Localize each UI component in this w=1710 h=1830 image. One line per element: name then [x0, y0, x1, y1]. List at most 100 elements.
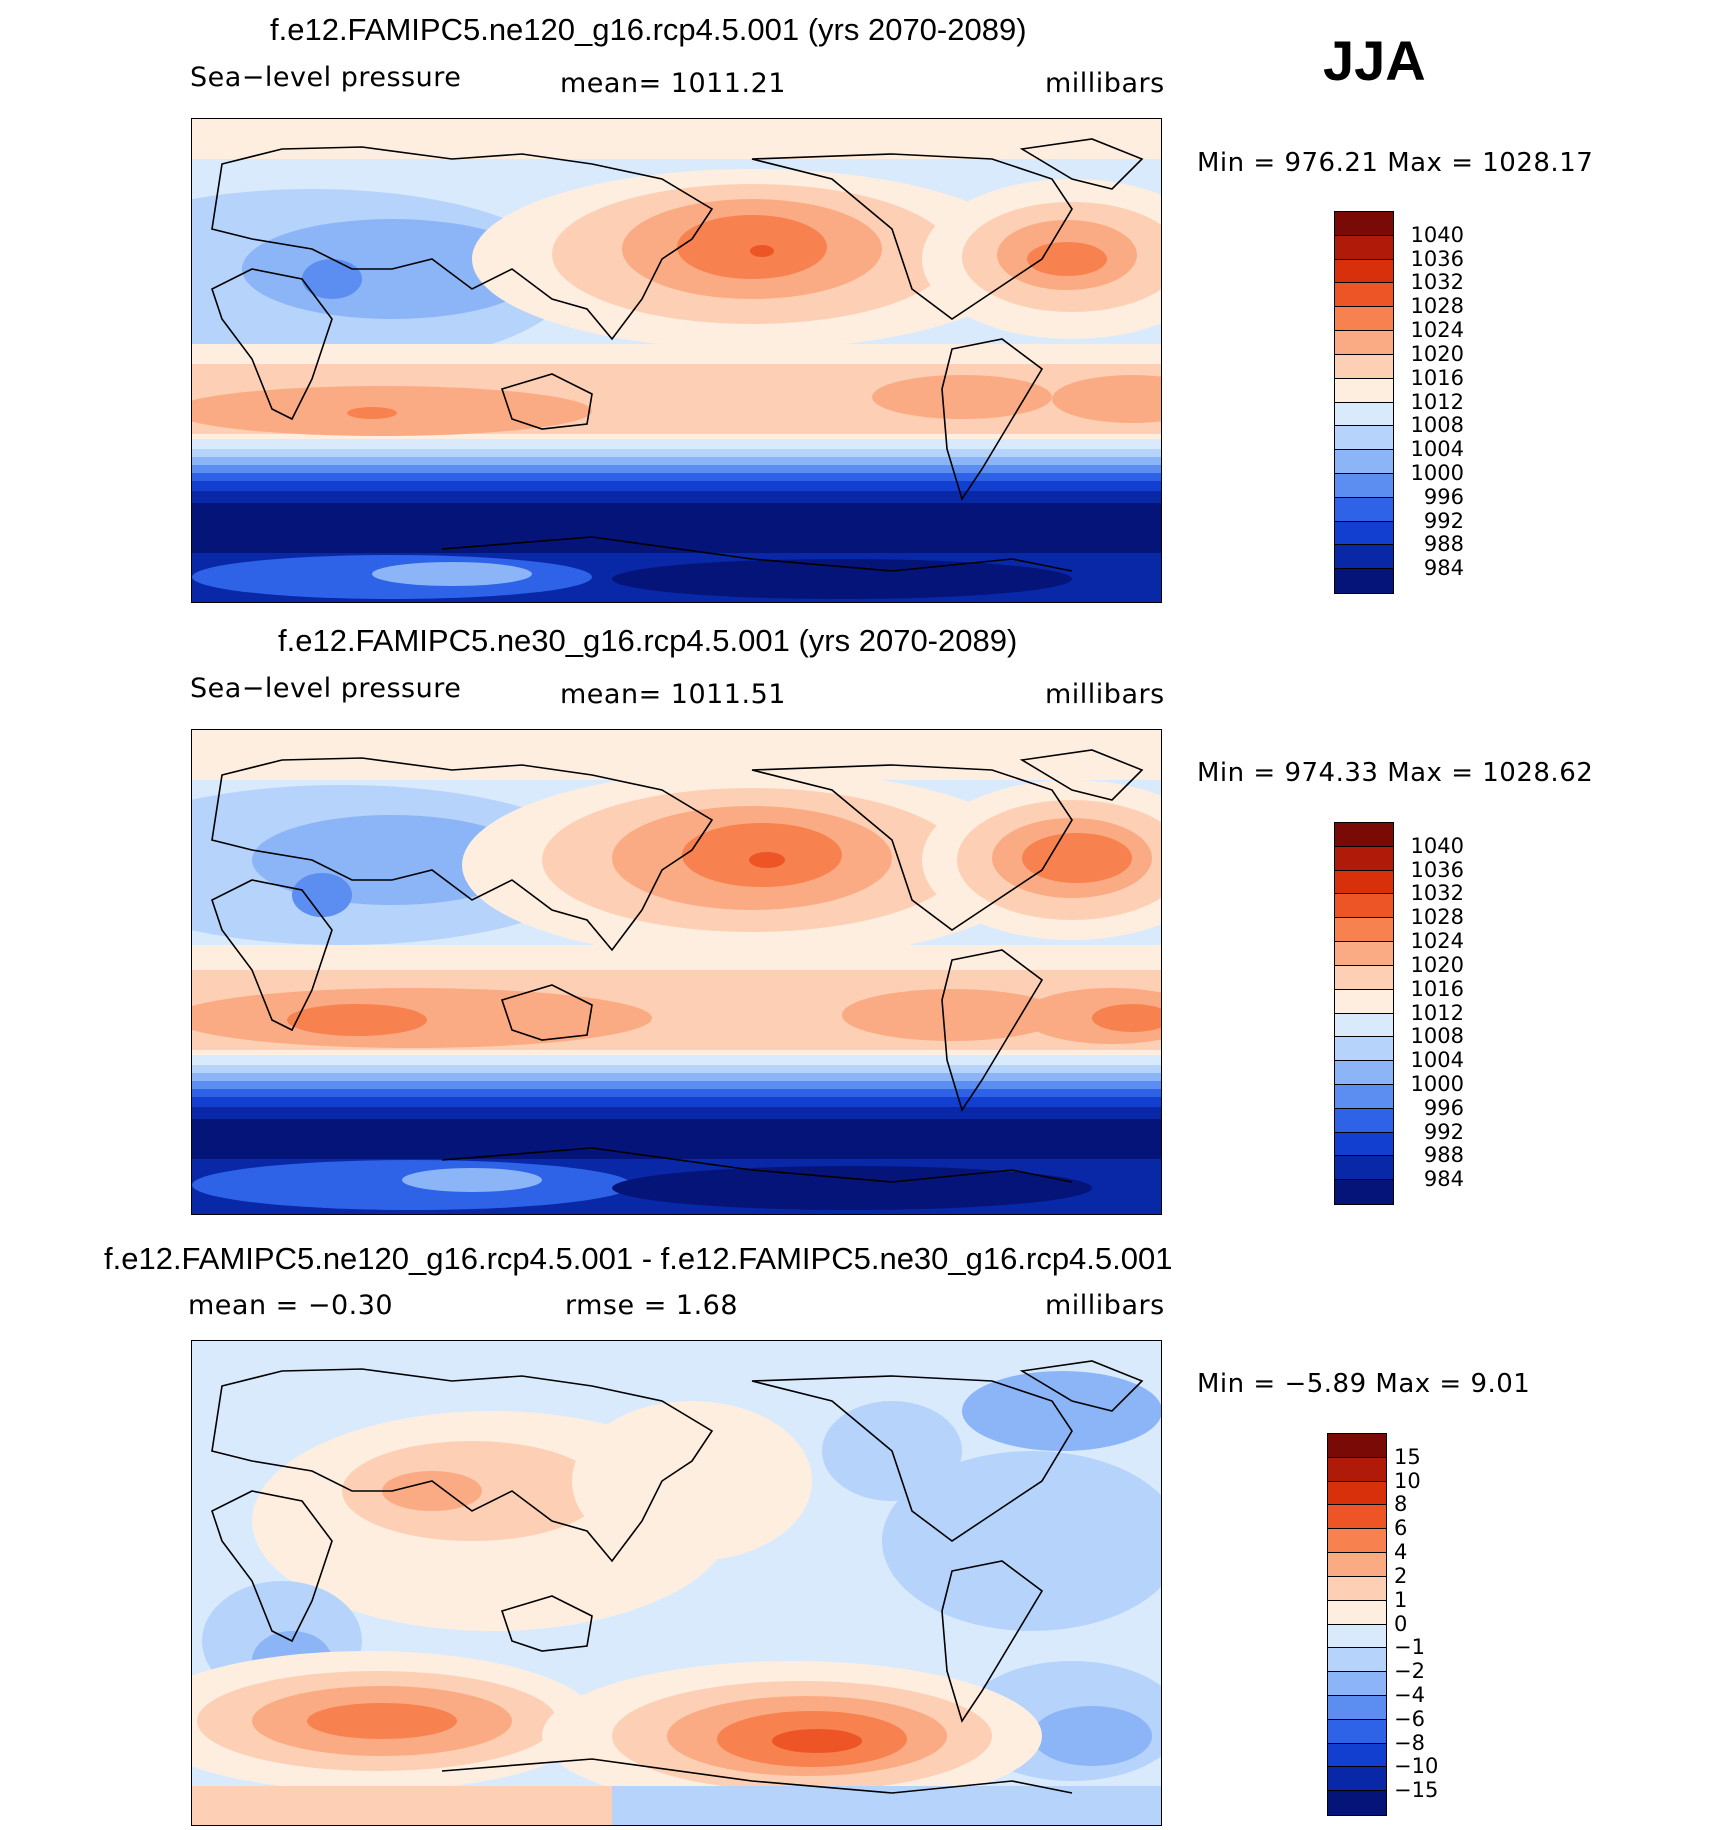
colorbar-label: 1036: [1410, 246, 1464, 271]
colorbar-label: −15: [1394, 1778, 1439, 1803]
colorbar-swatch: [1328, 1767, 1386, 1792]
colorbar-swatch: [1335, 1061, 1393, 1085]
colorbar-label: 6: [1394, 1516, 1408, 1541]
colorbar-swatch: [1335, 846, 1393, 871]
colorbar-label: 1000: [1410, 1071, 1464, 1096]
colorbar-swatch: [1335, 1013, 1393, 1038]
colorbar-swatch: [1335, 823, 1393, 847]
colorbar-swatch: [1335, 1156, 1393, 1181]
colorbar-swatch: [1328, 1648, 1386, 1673]
colorbar-swatch: [1328, 1434, 1386, 1458]
panel1-minmax: Min = 976.21 Max = 1028.17: [1197, 148, 1594, 178]
panel3-units: millibars: [1045, 1290, 1165, 1321]
colorbar-label: 1: [1394, 1587, 1408, 1612]
colorbar-label: 0: [1394, 1611, 1408, 1636]
panel3-diff-field: [192, 1341, 1161, 1825]
colorbar-swatch: [1335, 894, 1393, 919]
colorbar-swatch: [1335, 402, 1393, 427]
colorbar-label: 1024: [1410, 318, 1464, 343]
colorbar-label: 4: [1394, 1540, 1408, 1565]
colorbar-swatch: [1335, 212, 1393, 236]
colorbar-label: 1028: [1410, 905, 1464, 930]
colorbar-label: −2: [1394, 1659, 1425, 1684]
colorbar-label: 988: [1423, 532, 1464, 557]
colorbar-swatch: [1335, 450, 1393, 474]
colorbar-label: −10: [1394, 1754, 1439, 1779]
colorbar-label: 10: [1394, 1468, 1421, 1493]
colorbar-swatch: [1335, 259, 1393, 284]
colorbar-label: 8: [1394, 1492, 1408, 1517]
colorbar-swatch: [1328, 1743, 1386, 1768]
colorbar-label: 1036: [1410, 857, 1464, 882]
colorbar-swatch: [1335, 1180, 1393, 1204]
panel1-units: millibars: [1045, 68, 1165, 99]
colorbar-label: −4: [1394, 1682, 1425, 1707]
colorbar-swatch: [1335, 1108, 1393, 1133]
panel1-field: Sea−level pressure: [190, 62, 462, 93]
colorbar-swatch: [1335, 521, 1393, 546]
colorbar-label: 1008: [1410, 413, 1464, 438]
colorbar-swatch: [1335, 965, 1393, 990]
panel3-minmax: Min = −5.89 Max = 9.01: [1197, 1369, 1531, 1399]
panel2-colorbar: [1334, 822, 1394, 1205]
colorbar-swatch: [1335, 1084, 1393, 1109]
panel3-mean: mean = −0.30: [188, 1290, 394, 1321]
colorbar-label: 1016: [1410, 365, 1464, 390]
colorbar-label: 992: [1423, 1119, 1464, 1144]
colorbar-swatch: [1328, 1553, 1386, 1577]
colorbar-swatch: [1328, 1719, 1386, 1744]
colorbar-swatch: [1335, 1037, 1393, 1062]
colorbar-label: 1032: [1410, 881, 1464, 906]
colorbar-label: 984: [1423, 556, 1464, 581]
panel2-slp-field: [192, 730, 1161, 1214]
colorbar-swatch: [1328, 1481, 1386, 1506]
panel3-colorbar-swatches: [1328, 1434, 1386, 1815]
colorbar-swatch: [1335, 307, 1393, 332]
colorbar-label: 1004: [1410, 1048, 1464, 1073]
colorbar-swatch: [1328, 1672, 1386, 1696]
colorbar-swatch: [1328, 1529, 1386, 1554]
colorbar-swatch: [1335, 283, 1393, 308]
colorbar-swatch: [1328, 1457, 1386, 1482]
colorbar-swatch: [1335, 569, 1393, 593]
colorbar-label: 1040: [1410, 833, 1464, 858]
colorbar-swatch: [1335, 378, 1393, 403]
colorbar-label: 1004: [1410, 437, 1464, 462]
colorbar-label: 1008: [1410, 1024, 1464, 1049]
panel1-colorbar: [1334, 211, 1394, 594]
colorbar-swatch: [1335, 473, 1393, 498]
panel2-mean: mean= 1011.51: [560, 679, 786, 710]
colorbar-label: 15: [1394, 1444, 1421, 1469]
colorbar-label: 996: [1423, 1095, 1464, 1120]
colorbar-swatch: [1328, 1505, 1386, 1530]
colorbar-swatch: [1335, 918, 1393, 943]
colorbar-label: 1032: [1410, 270, 1464, 295]
colorbar-swatch: [1328, 1791, 1386, 1815]
panel2-colorbar-swatches: [1335, 823, 1393, 1204]
colorbar-label: 996: [1423, 484, 1464, 509]
colorbar-label: 1040: [1410, 222, 1464, 247]
colorbar-swatch: [1335, 331, 1393, 355]
colorbar-swatch: [1335, 870, 1393, 895]
panel1-colorbar-swatches: [1335, 212, 1393, 593]
colorbar-label: 1024: [1410, 929, 1464, 954]
colorbar-label: 1016: [1410, 976, 1464, 1001]
panel3-map: [191, 1340, 1162, 1826]
colorbar-label: 1020: [1410, 341, 1464, 366]
panel2-field: Sea−level pressure: [190, 673, 462, 704]
panel3-rmse: rmse = 1.68: [565, 1290, 739, 1321]
colorbar-label: 1020: [1410, 952, 1464, 977]
panel3-colorbar: [1327, 1433, 1387, 1816]
panel1-map: [191, 118, 1162, 603]
panel1-slp-field: [192, 119, 1161, 602]
colorbar-swatch: [1328, 1600, 1386, 1625]
colorbar-label: 2: [1394, 1563, 1408, 1588]
colorbar-swatch: [1335, 235, 1393, 260]
panel3-title: f.e12.FAMIPC5.ne120_g16.rcp4.5.001 - f.e…: [104, 1241, 1173, 1276]
panel2-units: millibars: [1045, 679, 1165, 710]
colorbar-label: 992: [1423, 508, 1464, 533]
panel2-map: [191, 729, 1162, 1215]
colorbar-swatch: [1335, 545, 1393, 570]
panel2-title: f.e12.FAMIPC5.ne30_g16.rcp4.5.001 (yrs 2…: [278, 623, 1018, 658]
colorbar-swatch: [1335, 942, 1393, 966]
